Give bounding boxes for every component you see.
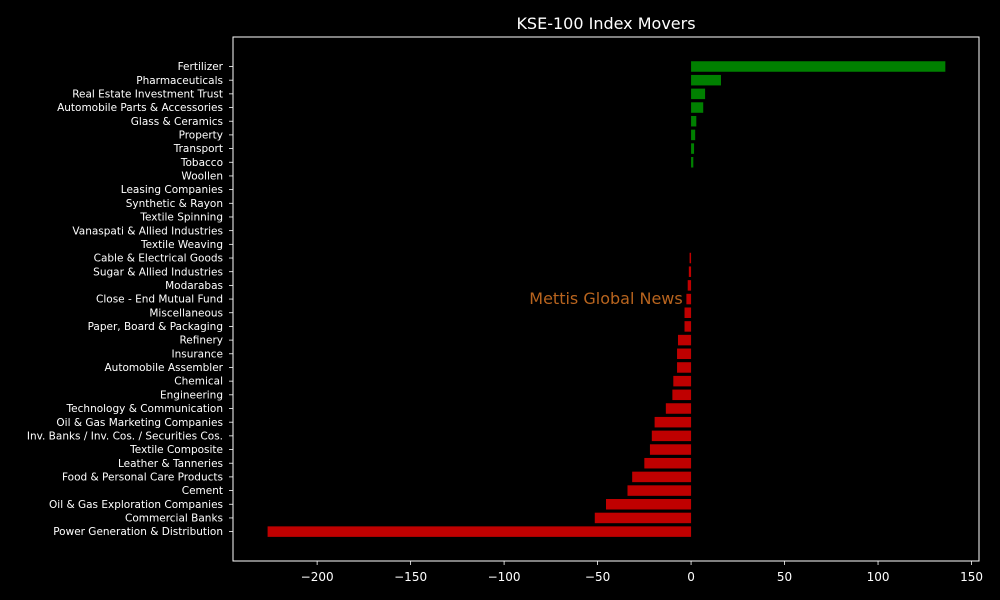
bar-positive (691, 129, 696, 141)
category-label: Pharmaceuticals (136, 75, 223, 87)
category-label: Commercial Banks (125, 513, 223, 525)
category-label: Transport (173, 143, 223, 155)
x-tick-label: −100 (488, 570, 521, 584)
category-label: Modarabas (165, 280, 223, 292)
category-label: Leasing Companies (121, 184, 223, 196)
bar-negative (632, 471, 692, 483)
bar-positive (691, 74, 721, 86)
bar-negative (594, 512, 692, 524)
bar-negative (649, 444, 692, 455)
bar-negative (672, 389, 692, 401)
bar-negative (673, 375, 692, 387)
category-label: Chemical (174, 376, 223, 388)
bar-negative (606, 499, 692, 510)
category-label: Insurance (171, 348, 223, 360)
bar-negative (689, 252, 692, 264)
watermark-text: Mettis Global News (529, 289, 682, 308)
category-label: Tobacco (180, 157, 223, 169)
category-label: Oil & Gas Exploration Companies (49, 499, 223, 511)
category-label: Food & Personal Care Products (62, 472, 223, 484)
bar-positive (691, 157, 694, 168)
bars-layer (267, 61, 946, 537)
x-tick-label: −150 (394, 570, 427, 584)
category-label: Paper, Board & Packaging (88, 321, 223, 333)
category-label: Oil & Gas Marketing Companies (56, 417, 223, 429)
category-label: Power Generation & Distribution (53, 526, 223, 538)
category-label: Automobile Assembler (105, 362, 224, 374)
category-label: Glass & Ceramics (131, 116, 223, 128)
category-label: Cement (182, 485, 223, 497)
bar-negative (651, 430, 692, 442)
bar-negative (677, 334, 692, 346)
bar-positive (691, 143, 695, 154)
chart-title: KSE-100 Index Movers (516, 14, 695, 33)
category-label: Cable & Electrical Goods (94, 253, 223, 265)
category-label: Textile Composite (129, 444, 223, 456)
x-tick-label: 150 (960, 570, 983, 584)
x-tick-label: −200 (301, 570, 334, 584)
bar-negative (267, 526, 692, 537)
x-tick-label: 100 (867, 570, 890, 584)
category-label: Automobile Parts & Accessories (57, 102, 223, 114)
category-label: Textile Weaving (140, 239, 223, 251)
category-label: Miscellaneous (149, 307, 223, 319)
x-tick-label: −50 (585, 570, 610, 584)
category-label: Real Estate Investment Trust (72, 88, 223, 100)
category-label: Technology & Communication (66, 403, 223, 415)
category-label: Fertilizer (178, 61, 224, 73)
category-label: Engineering (160, 389, 223, 401)
category-label: Sugar & Allied Industries (93, 266, 223, 278)
bar-negative (644, 457, 692, 469)
bar-negative (677, 362, 692, 373)
category-label: Textile Spinning (139, 212, 223, 224)
x-tick-label: 0 (687, 570, 695, 584)
category-label: Property (179, 130, 223, 142)
bar-negative (677, 348, 692, 360)
bar-negative (684, 321, 692, 332)
category-label: Synthetic & Rayon (126, 198, 223, 210)
bar-positive (691, 102, 704, 113)
bar-negative (687, 280, 692, 291)
category-label: Vanaspati & Allied Industries (72, 225, 223, 237)
category-label: Leather & Tanneries (118, 458, 223, 470)
bar-negative (686, 293, 692, 305)
x-axis: −200 −150 −100 −50 0 50 100 150 (301, 561, 983, 584)
bar-negative (665, 403, 692, 414)
bar-positive (691, 115, 697, 127)
category-label: Close - End Mutual Fund (96, 294, 223, 306)
category-label: Refinery (179, 335, 223, 347)
bar-positive (691, 61, 946, 72)
bar-negative (684, 307, 692, 318)
bar-negative (654, 416, 692, 428)
bar-negative (627, 485, 692, 496)
bar-negative (688, 266, 692, 277)
category-label: Woollen (181, 171, 223, 183)
bar-positive (691, 88, 706, 100)
category-label: Inv. Banks / Inv. Cos. / Securities Cos. (27, 430, 223, 442)
x-tick-label: 50 (777, 570, 792, 584)
